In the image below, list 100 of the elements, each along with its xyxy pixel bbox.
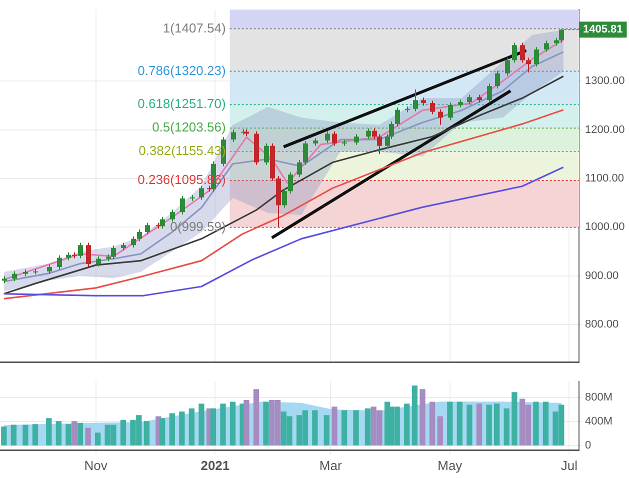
y-tick-label: 400M <box>585 415 613 428</box>
bar <box>486 404 492 446</box>
candlestick <box>145 222 150 235</box>
y-tick-label: 1300.00 <box>585 75 625 88</box>
candlestick <box>12 270 17 282</box>
candlestick <box>495 70 500 89</box>
x-tick-label: Jul <box>560 458 578 473</box>
bar <box>364 408 371 446</box>
bar <box>494 404 500 446</box>
candlestick <box>297 159 302 178</box>
y-tick-label: 1100.00 <box>585 172 624 184</box>
ref-line-label: 0.618(1251.70) <box>138 96 226 112</box>
bar <box>160 418 166 446</box>
candlestick <box>199 185 204 200</box>
candlestick <box>526 57 531 73</box>
bar <box>533 402 539 446</box>
y-tick-label: 900.00 <box>585 270 619 282</box>
x-tick-label: Nov <box>84 458 108 473</box>
candlestick <box>544 40 549 52</box>
candlestick <box>111 245 116 260</box>
bar <box>10 424 17 446</box>
candlestick <box>160 216 165 230</box>
bar <box>429 402 436 446</box>
bar <box>420 389 426 446</box>
bar <box>332 406 338 446</box>
y-tick-label: 800M <box>585 391 613 404</box>
candlestick <box>395 106 400 127</box>
candlestick <box>137 229 142 242</box>
bar <box>341 410 348 446</box>
x-tick-label: Mar <box>319 458 342 473</box>
candlestick <box>372 128 377 140</box>
bar <box>179 411 185 446</box>
candlestick <box>366 128 371 140</box>
candlestick <box>413 88 418 112</box>
bar <box>120 420 126 446</box>
ref-line-label: 1(1407.54) <box>162 20 226 36</box>
bar <box>77 422 84 446</box>
annotation: 1405.81 <box>583 24 623 36</box>
candlestick <box>520 42 525 64</box>
candlestick <box>96 256 101 268</box>
bar <box>312 410 318 446</box>
bar <box>263 402 269 446</box>
bar <box>1 426 7 446</box>
candlestick <box>534 46 539 68</box>
x-tick-label: 2021 <box>200 458 230 473</box>
candlestick <box>78 242 83 259</box>
bar <box>504 408 510 446</box>
bar <box>512 392 518 446</box>
bar <box>32 424 38 446</box>
candlestick <box>487 83 492 104</box>
candlestick <box>231 129 236 142</box>
candlestick <box>512 42 517 64</box>
y-tick-label: 0 <box>585 440 592 452</box>
candlestick <box>303 140 308 166</box>
bar <box>476 404 482 446</box>
candlestick <box>288 172 293 194</box>
bar <box>542 402 549 446</box>
bar <box>244 400 250 446</box>
bar <box>198 404 204 446</box>
candlestick <box>430 100 435 115</box>
bar <box>72 421 78 446</box>
candlestick <box>131 236 136 248</box>
bar <box>94 432 101 446</box>
ref-line-label: 0.786(1320.23) <box>138 62 226 78</box>
bar <box>253 389 260 446</box>
candlestick <box>325 130 330 144</box>
candlestick <box>332 130 337 146</box>
candlestick <box>47 264 52 274</box>
candlestick <box>377 134 382 155</box>
bar <box>46 418 52 446</box>
bar <box>456 402 463 446</box>
candlestick <box>282 188 287 208</box>
candlestick <box>170 209 175 222</box>
bar <box>210 408 216 446</box>
bar <box>437 416 443 446</box>
y-tick-label: 1200.00 <box>585 124 625 136</box>
bar <box>230 402 236 446</box>
bar <box>66 424 72 446</box>
bar <box>56 421 62 446</box>
x-tick-label: May <box>438 458 463 473</box>
candlestick <box>467 94 472 105</box>
y-tick-label: 800.00 <box>585 318 619 330</box>
candlestick <box>57 254 62 270</box>
candlestick <box>448 102 453 121</box>
bar <box>188 408 195 446</box>
candlestick <box>438 108 443 126</box>
bar <box>404 404 410 446</box>
bar <box>85 428 91 446</box>
bar <box>144 421 150 446</box>
bar <box>324 415 330 446</box>
bar <box>220 404 226 446</box>
candlestick <box>505 57 510 76</box>
candlestick <box>354 134 359 146</box>
candlestick <box>264 142 269 166</box>
bar <box>412 385 418 446</box>
bar <box>353 410 359 446</box>
candlestick <box>180 195 185 215</box>
ref-line-label: 0.5(1203.56) <box>152 120 226 135</box>
bar <box>466 404 472 446</box>
bar <box>447 402 453 446</box>
